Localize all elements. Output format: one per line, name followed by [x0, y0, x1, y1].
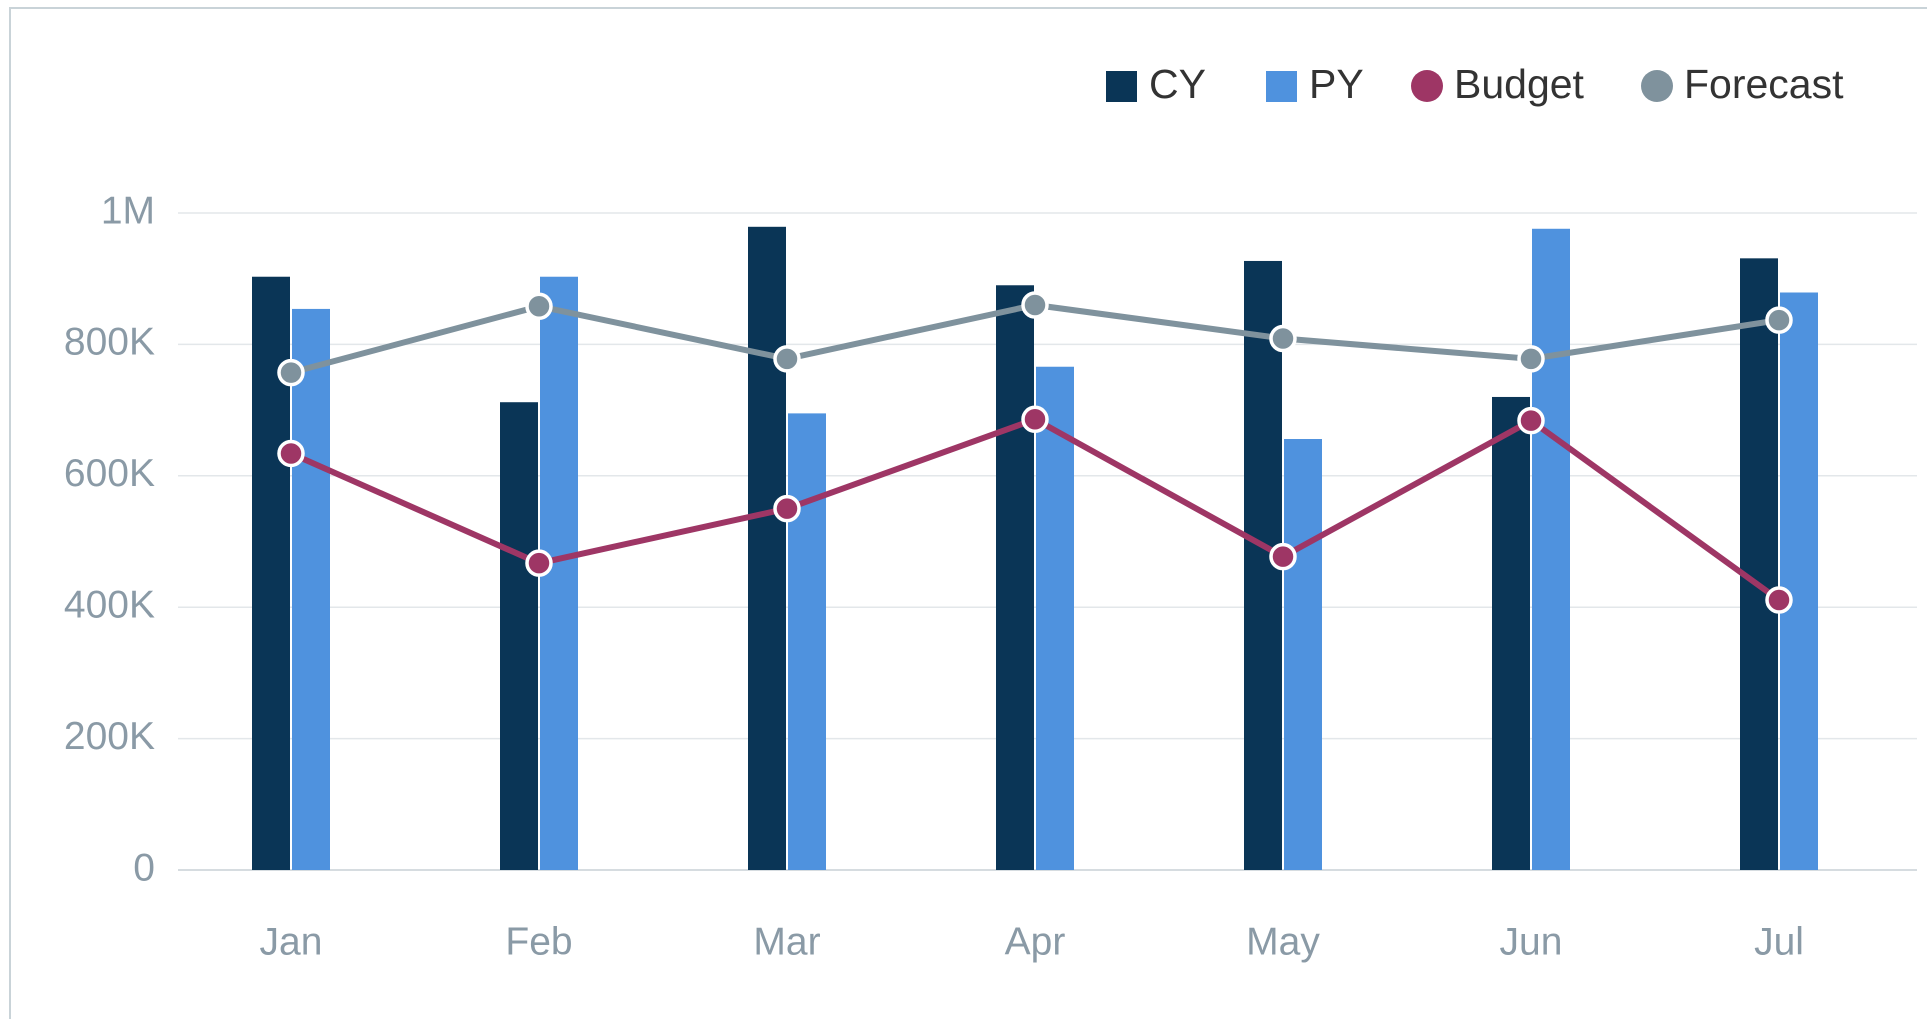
legend-swatch: [1641, 70, 1673, 102]
x-tick-label: Jul: [1754, 920, 1804, 963]
bar: [748, 226, 786, 870]
y-tick-label: 800K: [64, 321, 155, 364]
bar: [996, 285, 1034, 870]
y-tick-label: 0: [133, 846, 155, 889]
marker: [525, 549, 553, 577]
x-tick-label: Apr: [1005, 920, 1066, 963]
bar: [788, 413, 826, 870]
marker: [1021, 291, 1049, 319]
x-tick-label: Jun: [1500, 920, 1563, 963]
bar: [1036, 366, 1074, 870]
bar: [1284, 439, 1322, 870]
bar: [500, 402, 538, 870]
marker: [1021, 405, 1049, 434]
bar: [1532, 228, 1570, 870]
bar: [1740, 258, 1778, 870]
y-tick-label: 600K: [64, 452, 155, 495]
bar: [1492, 396, 1530, 870]
marker: [1765, 586, 1793, 614]
marker: [1517, 345, 1545, 373]
marker: [1765, 306, 1793, 334]
legend-swatch: [1411, 70, 1443, 102]
marker: [277, 358, 305, 387]
marker: [277, 439, 305, 468]
bar: [1780, 292, 1818, 870]
y-tick-label: 1M: [101, 189, 155, 232]
frame: [9, 7, 1927, 1019]
legend-swatch: [1266, 71, 1297, 102]
legend-label: PY: [1309, 61, 1364, 107]
y-tick-label: 200K: [64, 715, 155, 758]
x-tick-label: Feb: [505, 920, 572, 963]
marker: [773, 345, 801, 373]
marker: [1269, 324, 1297, 353]
legend-label: Forecast: [1684, 61, 1844, 107]
x-tick-label: Jan: [260, 920, 323, 963]
legend-swatch: [1106, 71, 1137, 102]
marker: [525, 292, 553, 321]
legend-label: CY: [1149, 61, 1206, 107]
bar: [292, 308, 330, 870]
legend-label: Budget: [1454, 61, 1585, 107]
y-tick-label: 400K: [64, 583, 155, 626]
x-tick-label: Mar: [753, 920, 820, 963]
x-tick-label: May: [1246, 920, 1320, 963]
marker: [1517, 406, 1545, 435]
marker: [1269, 542, 1297, 571]
marker: [773, 494, 801, 523]
